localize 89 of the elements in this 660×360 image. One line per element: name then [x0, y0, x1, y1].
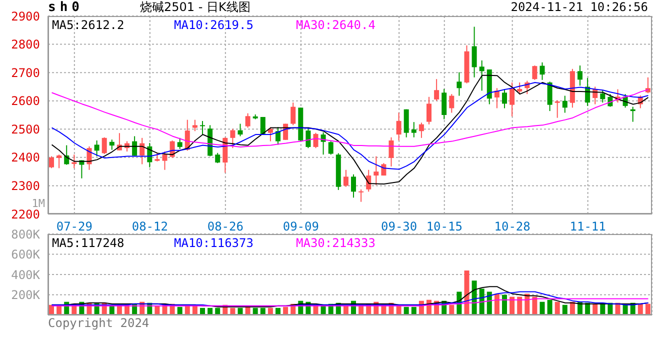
candlestick: [230, 128, 236, 149]
candlestick: [192, 119, 198, 132]
y-tick-label: 200K: [11, 288, 41, 302]
y-tick-label: 800K: [11, 227, 41, 242]
y-tick-label: 2800: [11, 38, 40, 52]
candlestick: [540, 62, 545, 80]
text: MA5:2612.2: [52, 18, 126, 32]
text: MA10:116373: [174, 236, 254, 250]
y-tick-label: 2300: [11, 178, 40, 193]
candlestick: [510, 82, 515, 117]
candlestick: [94, 140, 100, 157]
candlestick: [49, 156, 54, 169]
candlestick: [434, 78, 440, 102]
x-tick-label: 07-29: [56, 220, 92, 234]
bar: [547, 300, 552, 315]
candlestick: [268, 126, 273, 142]
candlestick: [426, 96, 432, 125]
y-tick-label: 2400: [11, 150, 40, 165]
candlestick: [645, 76, 650, 94]
text: 1M: [32, 196, 45, 210]
bar: [554, 302, 560, 315]
candlestick: [562, 95, 568, 114]
candlestick: [600, 90, 606, 104]
candlestick: [479, 60, 484, 92]
candlestick: [245, 112, 250, 128]
text: MA10:2619.5: [174, 18, 254, 32]
candlestick: [200, 120, 205, 136]
candlestick: [366, 169, 372, 192]
candlestick: [306, 127, 311, 149]
candlestick: [132, 136, 138, 156]
candlestick: [72, 154, 77, 169]
chart-title: 烧碱2501 - 日K线图: [140, 0, 250, 15]
text: MA30:2640.4: [296, 18, 376, 32]
text: sh0: [48, 0, 84, 15]
candlestick: [215, 152, 220, 164]
candlestick: [554, 100, 560, 118]
candlestick: [578, 65, 582, 86]
candlestick: [328, 140, 334, 156]
x-tick-label: 08-12: [132, 220, 168, 234]
candlestick: [442, 88, 447, 120]
candlestick: [388, 136, 394, 167]
candlestick: [411, 122, 416, 138]
x-tick-label: 10-15: [426, 220, 462, 234]
candlestick: [343, 169, 348, 188]
candlestick: [140, 137, 145, 165]
candlestick: [102, 136, 107, 155]
candlestick: [313, 132, 318, 149]
text: 2024-11-21 10:26:56: [510, 0, 648, 15]
y-tick-label: 400K: [11, 268, 41, 282]
candlestick: [449, 94, 454, 114]
candlestick: [177, 137, 182, 150]
candlestick: [517, 82, 522, 94]
candlestick: [381, 162, 386, 176]
y-tick-label: 600K: [11, 248, 41, 262]
candlestick: [418, 122, 424, 138]
text: MA30:214333: [296, 236, 376, 250]
candlestick: [502, 88, 507, 109]
x-tick-label: 09-30: [381, 220, 418, 234]
candlestick: [456, 72, 462, 96]
text: MA5:117248: [52, 236, 126, 250]
bar: [540, 302, 545, 315]
candlestick: [547, 81, 552, 112]
candlestick: [276, 126, 280, 146]
bar: [464, 270, 470, 315]
candlestick: [358, 188, 364, 202]
candlestick: [351, 174, 356, 198]
x-tick-label: 09-09: [282, 220, 319, 234]
candlestick: [396, 112, 402, 141]
candlestick: [374, 156, 379, 186]
line-series: [51, 298, 649, 306]
x-tick-label: 11-11: [570, 220, 606, 234]
y-tick-label: 2700: [11, 66, 40, 80]
text: Copyright 2024: [48, 316, 150, 331]
candlestick: [162, 150, 168, 170]
bar: [645, 304, 650, 315]
y-tick-label: 2600: [11, 94, 40, 108]
candlestick: [290, 102, 296, 126]
candlestick: [472, 26, 477, 78]
y-tick-label: 2200: [11, 207, 40, 222]
candlestick: [532, 65, 538, 80]
candlestick: [56, 154, 62, 169]
y-tick-label: 2900: [11, 9, 40, 24]
x-tick-label: 10-28: [494, 220, 530, 234]
candlestick: [109, 139, 114, 150]
x-tick-label: 08-26: [207, 220, 244, 234]
y-tick-label: 2500: [11, 122, 40, 136]
candlestick: [404, 108, 409, 138]
candlestick: [238, 123, 243, 137]
line-series: [51, 82, 649, 170]
